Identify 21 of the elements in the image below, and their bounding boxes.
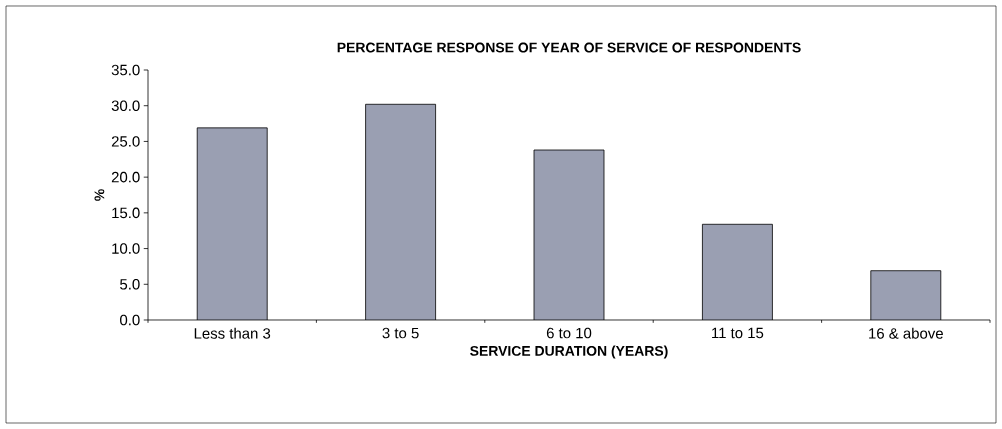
y-tick-label: 15.0 bbox=[112, 207, 140, 219]
chart-title: PERCENTAGE RESPONSE OF YEAR OF SERVICE OF RESPONDENTS bbox=[337, 42, 801, 53]
y-tick-label: 0.0 bbox=[120, 314, 140, 326]
y-tick-label: 30.0 bbox=[111, 100, 140, 111]
x-tick-label: 11 to 15 bbox=[712, 327, 764, 339]
bar bbox=[365, 104, 436, 320]
x-axis-title: SERVICE DURATION (YEARS) bbox=[470, 345, 668, 359]
bar bbox=[870, 270, 942, 320]
y-tick-label: 25.0 bbox=[111, 136, 140, 147]
bar bbox=[702, 224, 773, 320]
y-tick-label: 20.0 bbox=[111, 171, 140, 183]
bar bbox=[197, 127, 268, 320]
x-tick-label: 16 & above bbox=[869, 327, 943, 339]
x-tick-label: 6 to 10 bbox=[546, 327, 592, 339]
x-tick-label: 3 to 5 bbox=[382, 327, 419, 339]
y-axis-title: % bbox=[94, 189, 105, 201]
y-tick-label: 35.0 bbox=[111, 64, 140, 76]
y-tick-label: 10.0 bbox=[112, 243, 140, 254]
y-tick-label: 5.0 bbox=[120, 278, 140, 290]
bar bbox=[534, 150, 604, 320]
x-tick-label: Less than 3 bbox=[194, 327, 271, 339]
